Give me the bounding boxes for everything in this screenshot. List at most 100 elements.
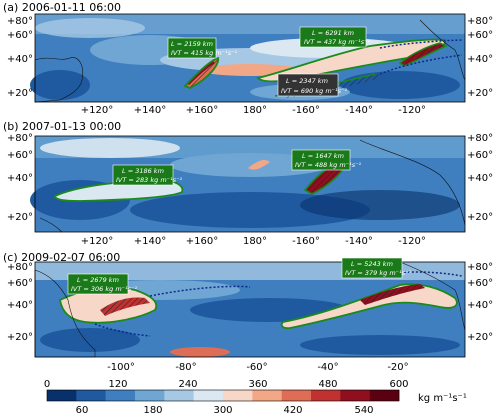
panel-a-xtick-3: 180°: [243, 105, 267, 116]
colorbar-border: [46, 389, 400, 402]
colorbar-ticks-top: 0 120 240 360 480 600: [44, 379, 409, 390]
panel-b-label-1: L = 1647 km IVT = 488 kg m⁻¹s⁻¹: [291, 149, 362, 171]
panel-a-map: [30, 13, 466, 103]
panel-b-label-0-ivt: IVT = 283 kg m⁻¹s⁻¹: [116, 176, 183, 184]
colorbar-tick-240: 240: [178, 379, 197, 390]
panel-a-yticks: +80° +60° +40° +20° +80° +60° +40° +20°: [7, 16, 493, 99]
panel-c-xtick-2: -60°: [246, 362, 267, 373]
panel-b-ytick-left-60: +60°: [7, 150, 33, 161]
panel-b: (b) 2007-01-13 00:00 +120° +140° +160° 1…: [3, 120, 493, 247]
colorbar-tick-360: 360: [248, 379, 267, 390]
panel-a-label-2: L = 2347 km IVT = 690 kg m⁻¹s⁻¹: [277, 73, 348, 97]
panel-a-title: (a) 2006-01-11 06:00: [3, 1, 121, 14]
panel-b-xtick-2: +160°: [186, 236, 218, 247]
panel-b-title: (b) 2007-01-13 00:00: [3, 120, 121, 133]
panel-c-xtick-3: -40°: [317, 362, 338, 373]
panel-a-label-2-length: L = 2347 km: [286, 77, 328, 85]
colorbar-tick-180: 180: [143, 405, 162, 416]
panel-b-xtick-4: -160°: [292, 236, 320, 247]
panel-c-ytick-left-80: +80°: [7, 262, 33, 273]
panel-c-xtick-0: -100°: [107, 362, 135, 373]
panel-b-yticks: +80° +60° +40° +20° +80° +60° +40° +20°: [7, 133, 493, 223]
panel-c: (c) 2009-02-07 06:00 -100° -80° -6: [3, 251, 493, 373]
colorbar-cell: [223, 390, 253, 401]
colorbar-ticks-bottom: 60 180 300 420 540: [76, 405, 374, 416]
colorbar-tick-300: 300: [213, 405, 232, 416]
colorbar-cell: [311, 390, 341, 401]
panel-a-label-0: L = 2159 km IVT = 415 kg m⁻¹s⁻¹: [167, 37, 238, 59]
panel-a-label-0-ivt: IVT = 415 kg m⁻¹s⁻¹: [171, 49, 238, 57]
panel-b-label-0-length: L = 3186 km: [122, 167, 164, 175]
panel-a-ytick-left-60: +60°: [7, 30, 33, 41]
panel-b-ytick-left-40: +40°: [7, 173, 33, 184]
colorbar-cell: [193, 390, 224, 401]
colorbar-cells: [47, 390, 400, 401]
panel-a-xtick-5: -140°: [345, 105, 373, 116]
panel-c-ytick-left-20: +20°: [7, 332, 33, 343]
panel-b-label-1-ivt: IVT = 488 kg m⁻¹s⁻¹: [295, 161, 362, 169]
panel-b-xticks: +120° +140° +160° 180° -160° -140° -120°: [81, 236, 426, 247]
panel-a-ytick-right-40: +40°: [467, 54, 493, 65]
colorbar-tick-420: 420: [283, 405, 302, 416]
panel-a-xtick-6: -120°: [398, 105, 426, 116]
panel-b-xtick-0: +120°: [81, 236, 113, 247]
panel-c-ytick-right-20: +20°: [467, 332, 493, 343]
panel-c-ytick-right-60: +60°: [467, 278, 493, 289]
panel-c-yticks: +80° +60° +40° +20° +80° +60° +40° +20°: [7, 262, 493, 343]
panel-a-label-0-length: L = 2159 km: [171, 40, 213, 48]
panel-b-ytick-right-20: +20°: [467, 212, 493, 223]
panel-b-ytick-left-20: +20°: [7, 212, 33, 223]
panel-a-ytick-right-80: +80°: [467, 16, 493, 27]
panel-b-xtick-1: +140°: [134, 236, 166, 247]
panel-c-xtick-4: -20°: [387, 362, 408, 373]
colorbar-cell: [135, 390, 165, 401]
panel-b-label-1-length: L = 1647 km: [302, 152, 344, 160]
panel-a-xtick-0: +120°: [81, 105, 113, 116]
panel-c-xticks: -100° -80° -60° -40° -20°: [107, 362, 409, 373]
panel-c-label-0-ivt: IVT = 306 kg m⁻¹s⁻¹: [71, 285, 138, 293]
panel-c-ytick-right-40: +40°: [467, 300, 493, 311]
panel-a-label-1: L = 6291 km IVT = 437 kg m⁻¹s⁻¹: [299, 26, 371, 48]
panel-a-ytick-left-20: +20°: [7, 88, 33, 99]
panel-b-ytick-left-80: +80°: [7, 133, 33, 144]
panel-a-label-2-ivt: IVT = 690 kg m⁻¹s⁻¹: [281, 87, 348, 95]
panel-b-ytick-right-40: +40°: [467, 173, 493, 184]
panel-a-ytick-left-40: +40°: [7, 54, 33, 65]
panel-b-map: [30, 135, 466, 233]
panel-a-xtick-4: -160°: [292, 105, 320, 116]
colorbar-cell: [76, 390, 106, 401]
colorbar-cell: [164, 390, 194, 401]
panel-a-xtick-1: +140°: [134, 105, 166, 116]
colorbar-tick-0: 0: [44, 379, 50, 390]
panel-a: (a) 2006-01-11 06:00: [3, 1, 493, 116]
panel-c-ytick-left-60: +60°: [7, 278, 33, 289]
colorbar-tick-120: 120: [108, 379, 127, 390]
panel-a-label-1-length: L = 6291 km: [312, 29, 354, 37]
panel-b-xtick-6: -120°: [398, 236, 426, 247]
colorbar-cell: [281, 390, 312, 401]
panel-b-xtick-5: -140°: [345, 236, 373, 247]
colorbar-cell: [252, 390, 282, 401]
panel-b-xtick-3: 180°: [243, 236, 267, 247]
panel-b-label-0: L = 3186 km IVT = 283 kg m⁻¹s⁻¹: [112, 164, 183, 186]
panel-a-xticks: +120° +140° +160° 180° -160° -140° -120°: [81, 105, 426, 116]
panel-c-label-0: L = 2679 km IVT = 306 kg m⁻¹s⁻¹: [67, 273, 138, 295]
panel-c-label-0-length: L = 2679 km: [77, 276, 119, 284]
colorbar: 0 120 240 360 480 600 60 180 300 420 540…: [44, 379, 467, 416]
panel-a-ytick-right-60: +60°: [467, 30, 493, 41]
colorbar-cell: [369, 390, 400, 401]
panel-a-ytick-right-20: +20°: [467, 88, 493, 99]
colorbar-cell: [340, 390, 370, 401]
colorbar-tick-600: 600: [389, 379, 408, 390]
panel-b-ytick-right-80: +80°: [467, 133, 493, 144]
colorbar-cell: [105, 390, 136, 401]
panel-a-label-1-ivt: IVT = 437 kg m⁻¹s⁻¹: [304, 38, 371, 46]
panel-c-label-1: L = 5243 km IVT = 379 kg m⁻¹s⁻¹: [341, 257, 412, 279]
panel-c-label-1-length: L = 5243 km: [351, 260, 393, 268]
colorbar-tick-540: 540: [354, 405, 373, 416]
colorbar-unit: kg m⁻¹s⁻¹: [418, 393, 467, 404]
colorbar-cell: [47, 390, 77, 401]
panel-c-xtick-1: -80°: [175, 362, 196, 373]
panel-c-map: [34, 261, 466, 358]
